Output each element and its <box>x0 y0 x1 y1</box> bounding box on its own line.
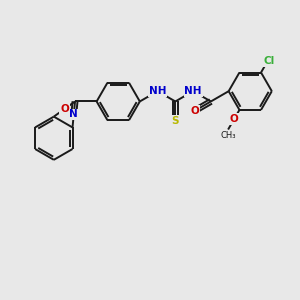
Text: O: O <box>60 104 69 114</box>
Text: S: S <box>172 116 179 126</box>
Text: NH: NH <box>184 86 202 96</box>
Text: NH: NH <box>149 86 166 96</box>
Text: O: O <box>230 114 239 124</box>
Text: N: N <box>69 110 78 119</box>
Text: O: O <box>190 106 200 116</box>
Text: Cl: Cl <box>264 56 275 66</box>
Text: CH₃: CH₃ <box>220 131 236 140</box>
